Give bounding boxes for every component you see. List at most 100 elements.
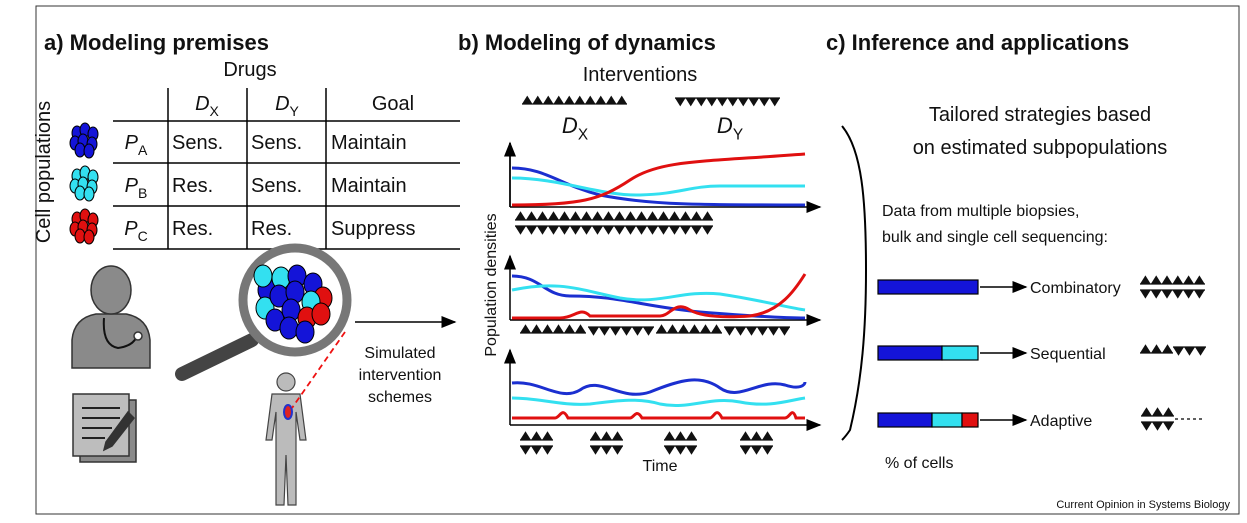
symbol-sub: X xyxy=(210,103,220,119)
intervention-triangle xyxy=(559,211,570,220)
intervention-triangle xyxy=(632,327,643,336)
strategy-arrows xyxy=(980,281,1028,426)
intervention-triangle xyxy=(680,226,691,235)
intervention-triangle xyxy=(691,211,702,220)
intervention-triangle xyxy=(738,98,749,107)
intervention-triangle xyxy=(643,327,654,336)
intervention-triangle xyxy=(592,226,603,235)
table-cell: Sens. xyxy=(251,132,302,154)
intervention-triangle xyxy=(1161,275,1173,284)
intervention-triangle xyxy=(542,324,553,333)
intervention-triangle xyxy=(1141,407,1152,416)
intervention-triangle xyxy=(1150,290,1162,299)
symbol-name: D xyxy=(195,93,209,115)
intervention-triangle xyxy=(656,324,667,333)
strategy-label: Combinatory xyxy=(1030,280,1121,297)
symbol-name: P xyxy=(125,175,139,197)
intervention-triangle xyxy=(625,226,636,235)
intervention-triangle xyxy=(724,327,735,336)
intervention-triangle xyxy=(1161,290,1173,299)
arrow-label: schemes xyxy=(368,389,432,406)
intervention-triangle xyxy=(1195,347,1206,356)
brace xyxy=(841,125,868,441)
cell xyxy=(74,228,86,244)
intervention-triangle xyxy=(520,431,531,440)
table-cell: Res. xyxy=(251,218,292,240)
intervention-triangle xyxy=(515,226,526,235)
heading: on estimated subpopulations xyxy=(913,137,1168,159)
intervention-triangle xyxy=(1152,407,1163,416)
cell xyxy=(83,143,95,159)
intervention-triangle xyxy=(614,211,625,220)
intervention-triangle xyxy=(751,431,762,440)
cell-populations-label: Cell populations xyxy=(33,101,55,243)
intervention-triangle xyxy=(553,95,564,104)
intervention-triangle xyxy=(675,446,686,455)
panel-a-title: a) Modeling premises xyxy=(44,30,269,55)
cell xyxy=(83,186,95,202)
intervention-triangle xyxy=(601,431,612,440)
intervention-triangle xyxy=(1194,275,1205,284)
symbol: DX xyxy=(195,93,219,119)
table-cell: Sens. xyxy=(172,132,223,154)
cell xyxy=(83,229,95,245)
intervention-triangle xyxy=(581,211,592,220)
interventions-label: Interventions xyxy=(583,64,698,86)
intervention-triangle xyxy=(606,95,617,104)
panel-b-title: b) Modeling of dynamics xyxy=(458,30,716,55)
intervention-triangle xyxy=(702,226,713,235)
intervention-triangle xyxy=(532,95,543,104)
intervention-triangle xyxy=(1194,290,1205,299)
intervention-triangle xyxy=(711,324,722,333)
table-cell: Sens. xyxy=(251,175,302,197)
symbol: DX xyxy=(562,113,588,144)
magnifier-icon xyxy=(175,243,352,381)
intervention-triangle xyxy=(740,446,751,455)
zoom-line xyxy=(291,331,346,409)
data-note: Data from multiple biopsies, xyxy=(882,203,1079,220)
intervention-triangle xyxy=(601,446,612,455)
table-cell: Res. xyxy=(172,218,213,240)
human-icon xyxy=(265,372,307,506)
symbol-name: D xyxy=(562,113,578,138)
intervention-triangle xyxy=(675,98,686,107)
intervention-triangle xyxy=(664,431,675,440)
intervention-triangle xyxy=(625,211,636,220)
arrow-label: Simulated xyxy=(364,345,435,362)
intervention-triangle xyxy=(1183,290,1194,299)
table-cell: Suppress xyxy=(331,218,416,240)
intervention-triangle xyxy=(678,324,689,333)
intervention-triangle xyxy=(1150,275,1162,284)
table-cell: Maintain xyxy=(331,175,407,197)
axes xyxy=(504,141,820,431)
intervention-triangle xyxy=(610,327,621,336)
cell xyxy=(279,316,299,340)
intervention-triangle xyxy=(585,95,596,104)
intervention-triangle xyxy=(537,226,548,235)
intervention-triangle xyxy=(696,98,707,107)
strategy-label: Adaptive xyxy=(1030,413,1092,430)
cell xyxy=(311,302,331,326)
intervention-triangle xyxy=(1141,422,1152,431)
cell xyxy=(74,185,86,201)
intervention-triangle xyxy=(548,211,559,220)
intervention-triangle xyxy=(675,431,686,440)
intervention-triangle xyxy=(575,324,586,333)
footer: Current Opinion in Systems Biology xyxy=(1056,499,1230,511)
symbol: DY xyxy=(717,113,743,144)
intervention-triangle xyxy=(1151,344,1162,353)
arrow-label: intervention xyxy=(359,367,442,384)
intervention-triangle xyxy=(537,211,548,220)
cell xyxy=(74,142,86,158)
symbol-name: P xyxy=(125,132,139,154)
intervention-triangle xyxy=(1183,275,1194,284)
intervention-triangle xyxy=(599,327,610,336)
intervention-triangle xyxy=(759,98,770,107)
intervention-triangle xyxy=(1140,275,1151,284)
symbol-name: P xyxy=(124,218,138,240)
intervention-triangle xyxy=(595,95,606,104)
intervention-triangle xyxy=(636,226,647,235)
intervention-triangle xyxy=(559,226,570,235)
symbol-sub: Y xyxy=(733,127,743,144)
